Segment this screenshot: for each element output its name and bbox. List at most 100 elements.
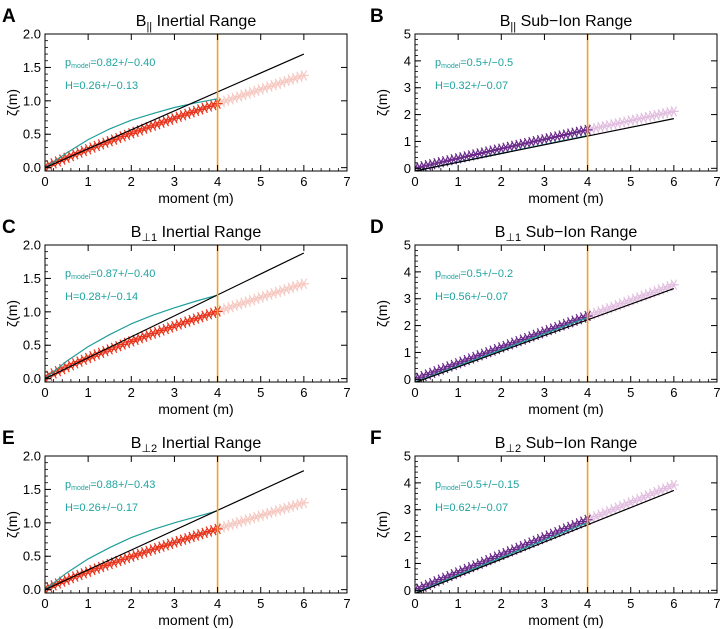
x-tick-label: 1 [455, 385, 462, 400]
panel-letter: C [2, 217, 16, 238]
y-tick-label: 2 [404, 107, 411, 122]
axes-frame [44, 244, 348, 383]
x-axis-label: moment (m) [528, 401, 603, 417]
y-tick-label: 0 [404, 583, 411, 598]
x-tick-label: 7 [343, 596, 350, 611]
axes-frame [44, 455, 348, 594]
x-tick-label: 3 [541, 385, 548, 400]
axes-frame [414, 244, 718, 383]
panel-title: B⊥2 Inertial Range [131, 435, 262, 455]
y-axis-label: ζ(m) [4, 89, 20, 116]
x-tick-label: 3 [171, 174, 178, 189]
panel-A: A B|| Inertial Range 0 1 2 3 4 5 6 7 0.0 0.5 1.0 1.5 2… [2, 6, 351, 206]
x-tick-label: 0 [411, 596, 418, 611]
x-tick-label: 7 [343, 174, 350, 189]
model-curve [45, 510, 218, 591]
y-tick-label: 1 [404, 134, 411, 149]
x-tick-label: 2 [498, 596, 505, 611]
x-tick-label: 2 [498, 385, 505, 400]
axes-frame [414, 33, 718, 172]
x-tick-label: 0 [41, 174, 48, 189]
x-axis-label: moment (m) [528, 190, 603, 206]
panel-F: F B⊥2 Sub−Ion Range 0 1 2 3 4 5 6 7 0 1 2 3 4 5 moment (… [370, 428, 720, 628]
measured-point [668, 479, 679, 491]
y-tick-label: 2.0 [23, 449, 41, 464]
x-tick-label: 6 [300, 174, 307, 189]
y-tick-label: 5 [404, 27, 411, 42]
y-axis-label: ζ(m) [4, 300, 20, 327]
x-tick-label: 2 [128, 596, 135, 611]
panel-letter: E [2, 428, 15, 449]
fit-line [415, 287, 675, 382]
x-tick-label: 4 [584, 174, 591, 189]
panel-letter: A [2, 6, 16, 27]
y-tick-label: 0 [404, 161, 411, 176]
x-tick-label: 5 [627, 385, 634, 400]
fit-line [415, 118, 674, 171]
y-tick-label: 0.5 [23, 338, 41, 353]
x-tick-label: 5 [627, 596, 634, 611]
x-tick-label: 7 [713, 385, 720, 400]
model-curve [45, 294, 218, 380]
x-tick-label: 1 [85, 596, 92, 611]
x-tick-label: 6 [300, 596, 307, 611]
x-tick-label: 7 [713, 596, 720, 611]
model-curve [415, 522, 588, 593]
x-tick-label: 4 [214, 385, 221, 400]
x-tick-label: 7 [343, 385, 350, 400]
panel-title: B⊥2 Sub−Ion Range [495, 435, 638, 455]
y-tick-label: 0.5 [23, 127, 41, 142]
x-axis-label: moment (m) [158, 612, 233, 628]
y-tick-label: 0.0 [23, 371, 41, 386]
x-tick-label: 6 [670, 596, 677, 611]
measured-point [298, 497, 309, 509]
x-tick-label: 1 [85, 385, 92, 400]
x-tick-label: 4 [214, 596, 221, 611]
panel-letter: F [370, 428, 382, 449]
measured-point [668, 106, 679, 117]
h-annotation: H=0.28+/−0.14 [65, 291, 138, 303]
panel-D: D B⊥1 Sub−Ion Range 0 1 2 3 4 5 6 7 0 1 2 3 4 5 moment (… [370, 217, 720, 417]
x-tick-label: 7 [713, 174, 720, 189]
y-tick-label: 2 [404, 318, 411, 333]
y-tick-label: 5 [404, 449, 411, 464]
x-tick-label: 6 [670, 385, 677, 400]
panel-E: E B⊥2 Inertial Range 0 1 2 3 4 5 6 7 0.0 0.5 1.0 1.5 2… [2, 428, 351, 628]
y-axis-label: ζ(m) [4, 511, 20, 538]
x-tick-label: 5 [257, 596, 264, 611]
x-tick-label: 6 [670, 174, 677, 189]
measured-point [298, 70, 309, 81]
p-model-annotation: pmodel=0.5+/−0.15 [435, 479, 519, 492]
x-tick-label: 4 [584, 385, 591, 400]
fit-line [415, 489, 675, 593]
y-tick-label: 2.0 [23, 238, 41, 253]
model-curve [415, 316, 588, 382]
axes-frame [44, 33, 348, 172]
x-axis-label: moment (m) [528, 612, 603, 628]
y-tick-label: 3 [404, 80, 411, 95]
y-tick-label: 3 [404, 502, 411, 517]
h-annotation: H=0.32+/−0.07 [435, 80, 508, 92]
y-tick-label: 0.0 [23, 160, 41, 175]
x-tick-label: 0 [411, 174, 418, 189]
panel-C: C B⊥1 Inertial Range 0 1 2 3 4 5 6 7 0.0 0.5 1.0 1.5 2… [2, 217, 351, 417]
x-tick-label: 5 [627, 174, 634, 189]
h-annotation: H=0.26+/−0.13 [65, 80, 138, 92]
panel-letter: B [370, 6, 384, 27]
y-tick-label: 2 [404, 529, 411, 544]
x-tick-label: 3 [171, 385, 178, 400]
x-tick-label: 6 [300, 385, 307, 400]
x-tick-label: 0 [411, 385, 418, 400]
y-tick-label: 1.5 [23, 271, 41, 286]
y-axis-label: ζ(m) [374, 511, 390, 538]
measured-point [298, 278, 309, 290]
x-tick-label: 2 [128, 174, 135, 189]
measured-point [668, 279, 679, 291]
y-tick-label: 2.0 [23, 27, 41, 42]
fit-line [45, 470, 305, 591]
y-tick-label: 1.0 [23, 304, 41, 319]
x-tick-label: 5 [257, 385, 264, 400]
x-tick-label: 0 [41, 385, 48, 400]
p-model-annotation: pmodel=0.87+/−0.40 [65, 268, 155, 281]
